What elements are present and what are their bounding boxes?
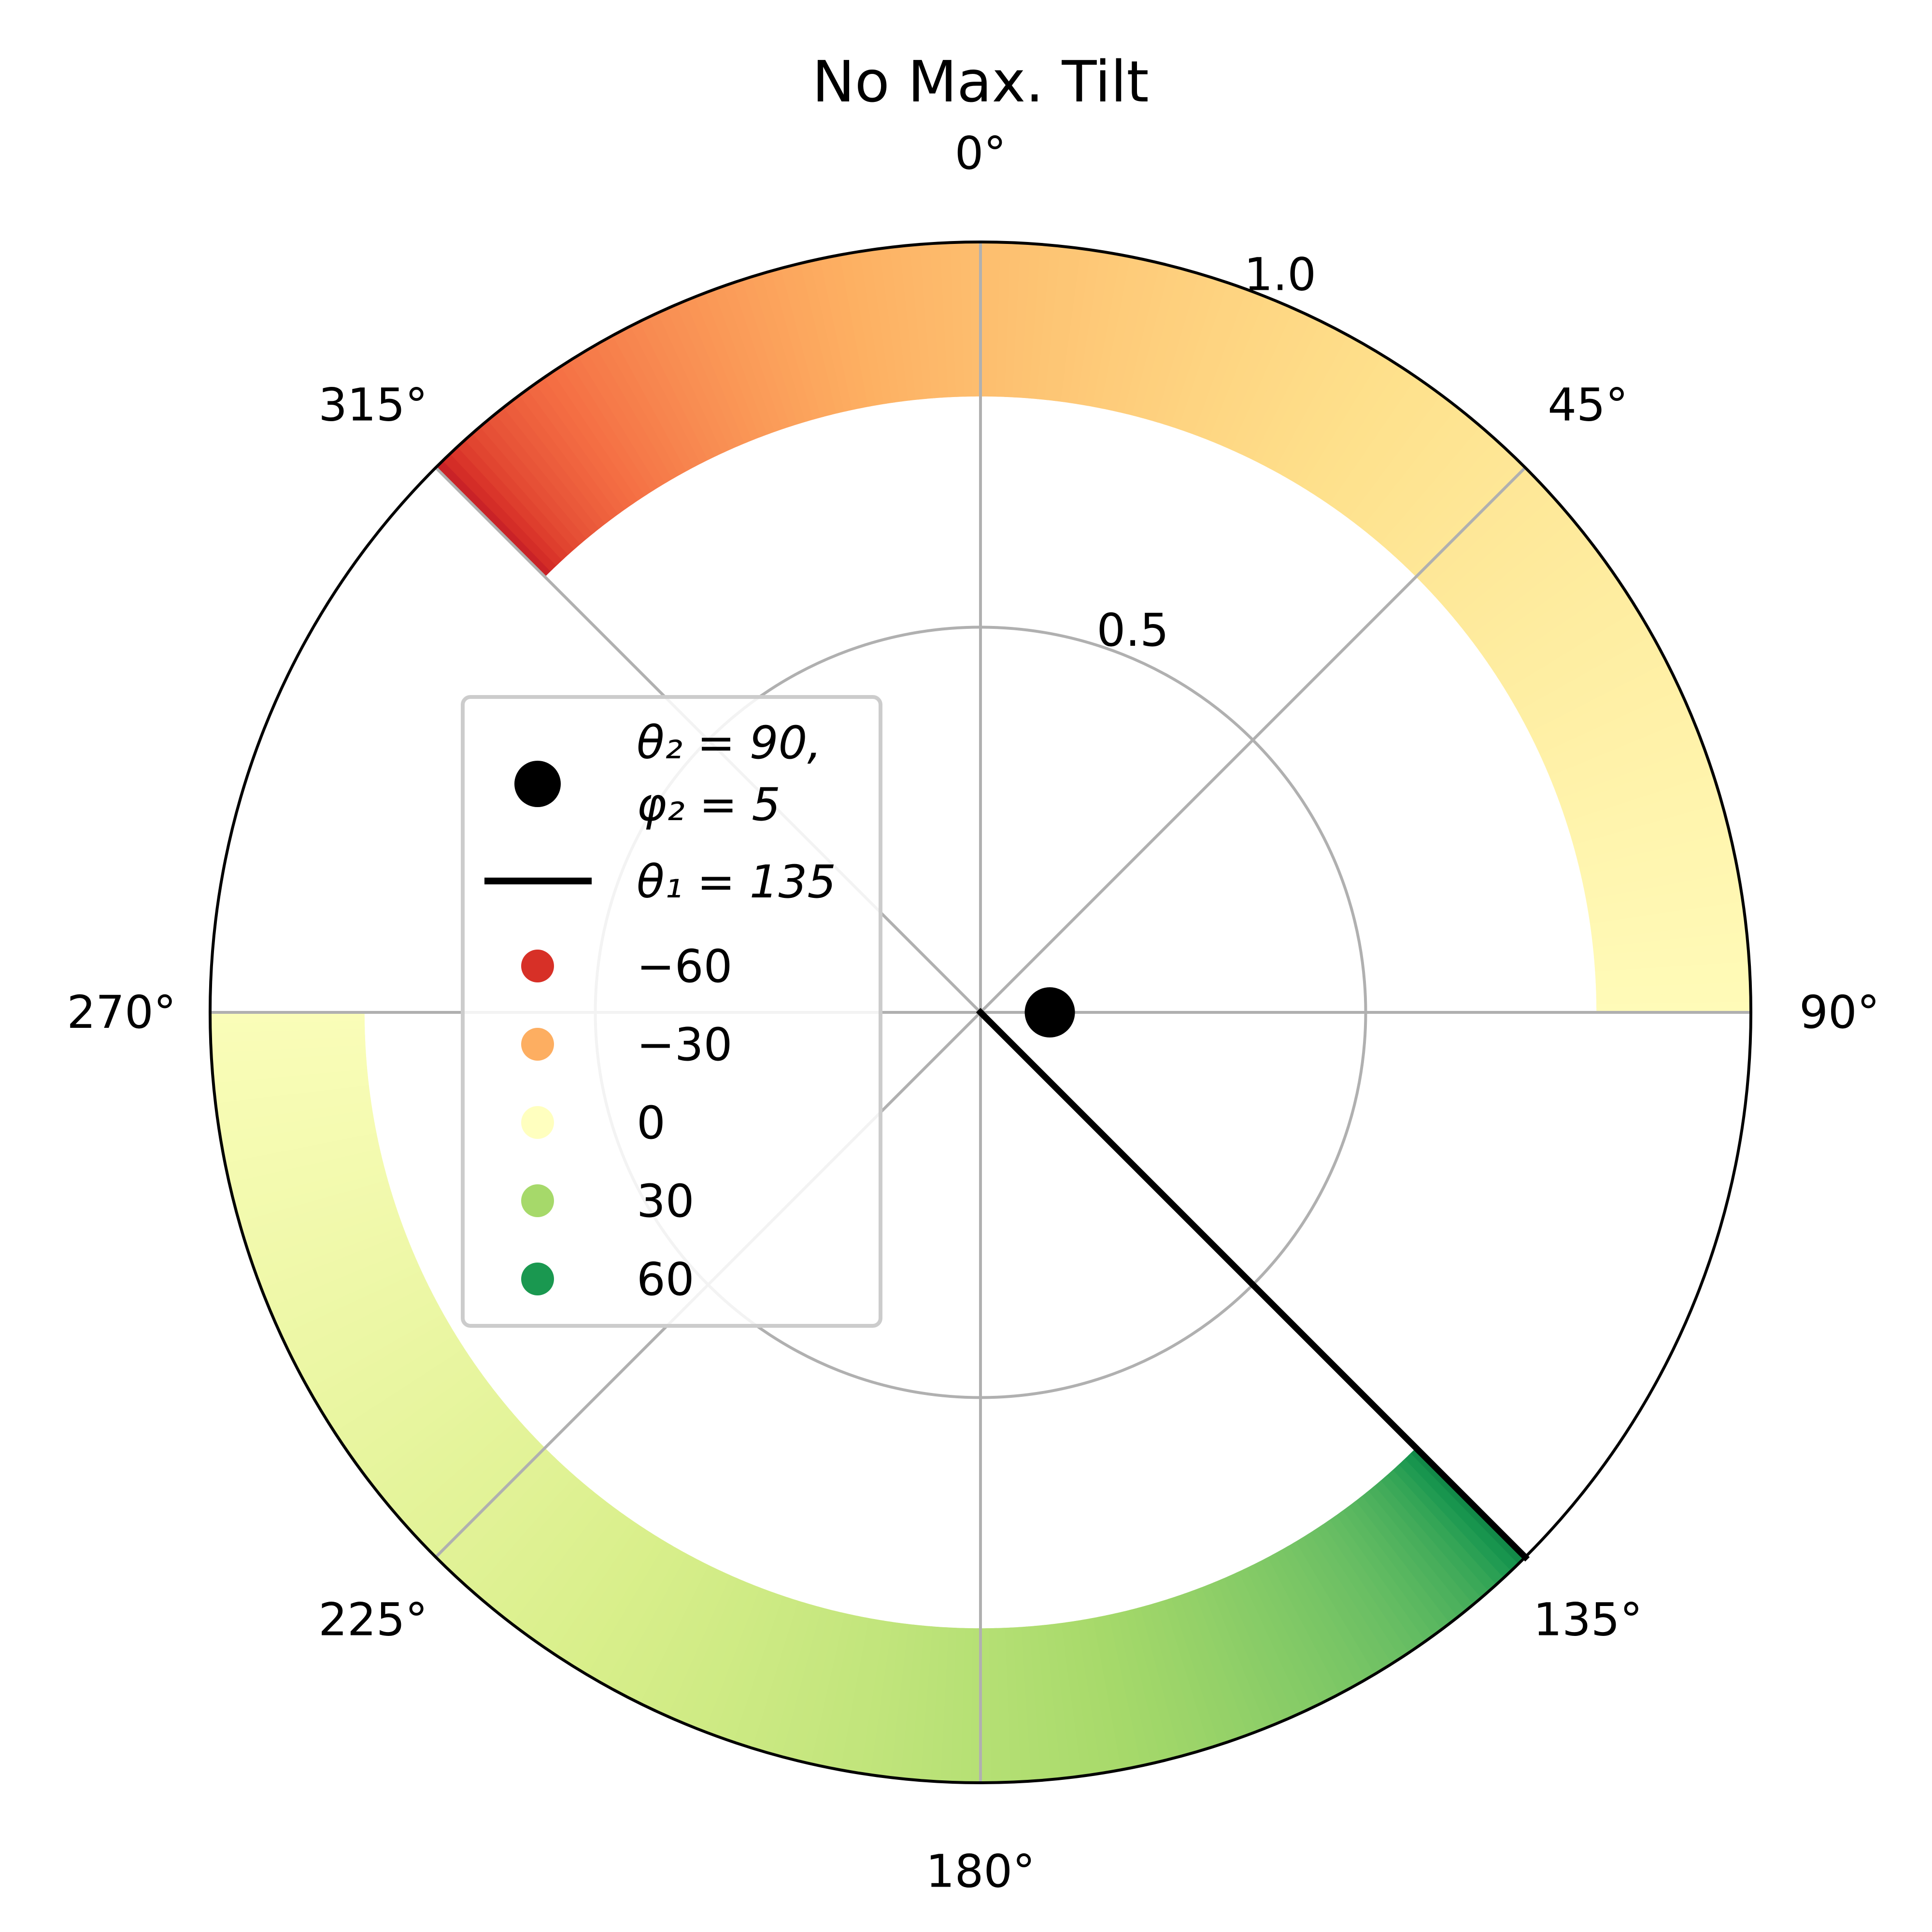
legend-color-label: −30 — [637, 1019, 732, 1071]
legend-line-label: θ₁ = 135 — [637, 856, 836, 909]
theta-tick-label: 315° — [318, 379, 427, 431]
chart-title: No Max. Tilt — [812, 48, 1149, 115]
polar-frame — [209, 241, 1752, 1784]
theta-tick-label: 45° — [1548, 379, 1628, 431]
theta2-phi2-point — [1024, 987, 1075, 1037]
legend-box — [461, 695, 882, 1328]
theta-tick-label: 135° — [1533, 1594, 1642, 1647]
series-layer — [976, 987, 1530, 1562]
theta-tick-label: 225° — [318, 1594, 427, 1647]
outer-spine — [209, 241, 1752, 1784]
legend-color-label: −60 — [637, 940, 732, 993]
legend-color-swatch — [521, 1263, 554, 1295]
theta-tick-label: 0° — [955, 128, 1007, 180]
theta-tick-label: 270° — [67, 986, 176, 1039]
theta1-line — [976, 1008, 1530, 1562]
legend-point-label-line2: φ₂ = 5 — [637, 779, 781, 831]
legend-color-entries: −60 −30 0 30 60 — [521, 940, 732, 1306]
theta-tick-label: 90° — [1799, 986, 1880, 1039]
legend-point-label-line1: θ₂ = 90, — [637, 717, 822, 769]
theta-tick-label: 180° — [926, 1845, 1035, 1898]
legend-color-swatch — [521, 1028, 554, 1061]
legend-point-marker — [514, 761, 561, 807]
tick-labels: 0° 45° 90° 135° 180° 225° 270° 315° 0.5 1.0 — [67, 128, 1879, 1898]
r-tick-label: 0.5 — [1096, 604, 1169, 657]
legend-color-swatch — [521, 950, 554, 982]
colored-band — [210, 242, 1751, 1783]
legend-color-label: 0 — [637, 1097, 666, 1150]
legend: θ₂ = 90, φ₂ = 5 θ₁ = 135 −60 −30 0 30 60 — [461, 695, 882, 1328]
band-segment — [435, 242, 1751, 1013]
legend-color-swatch — [521, 1184, 554, 1217]
theta-grid-line — [979, 467, 1526, 1014]
band-slice — [210, 1012, 365, 1023]
legend-color-label: 30 — [637, 1175, 695, 1228]
band-slice — [1596, 1002, 1751, 1013]
r-tick-label: 1.0 — [1244, 248, 1317, 301]
legend-color-label: 60 — [637, 1253, 695, 1306]
legend-color-swatch — [521, 1106, 554, 1139]
